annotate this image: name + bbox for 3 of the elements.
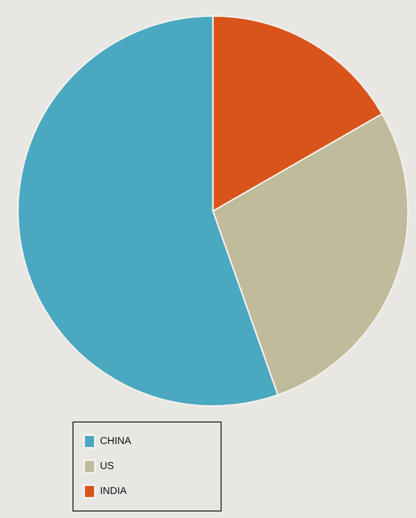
legend-label: INDIA [100,486,127,497]
legend-label: US [100,461,114,472]
legend-label: CHINA [100,436,132,447]
